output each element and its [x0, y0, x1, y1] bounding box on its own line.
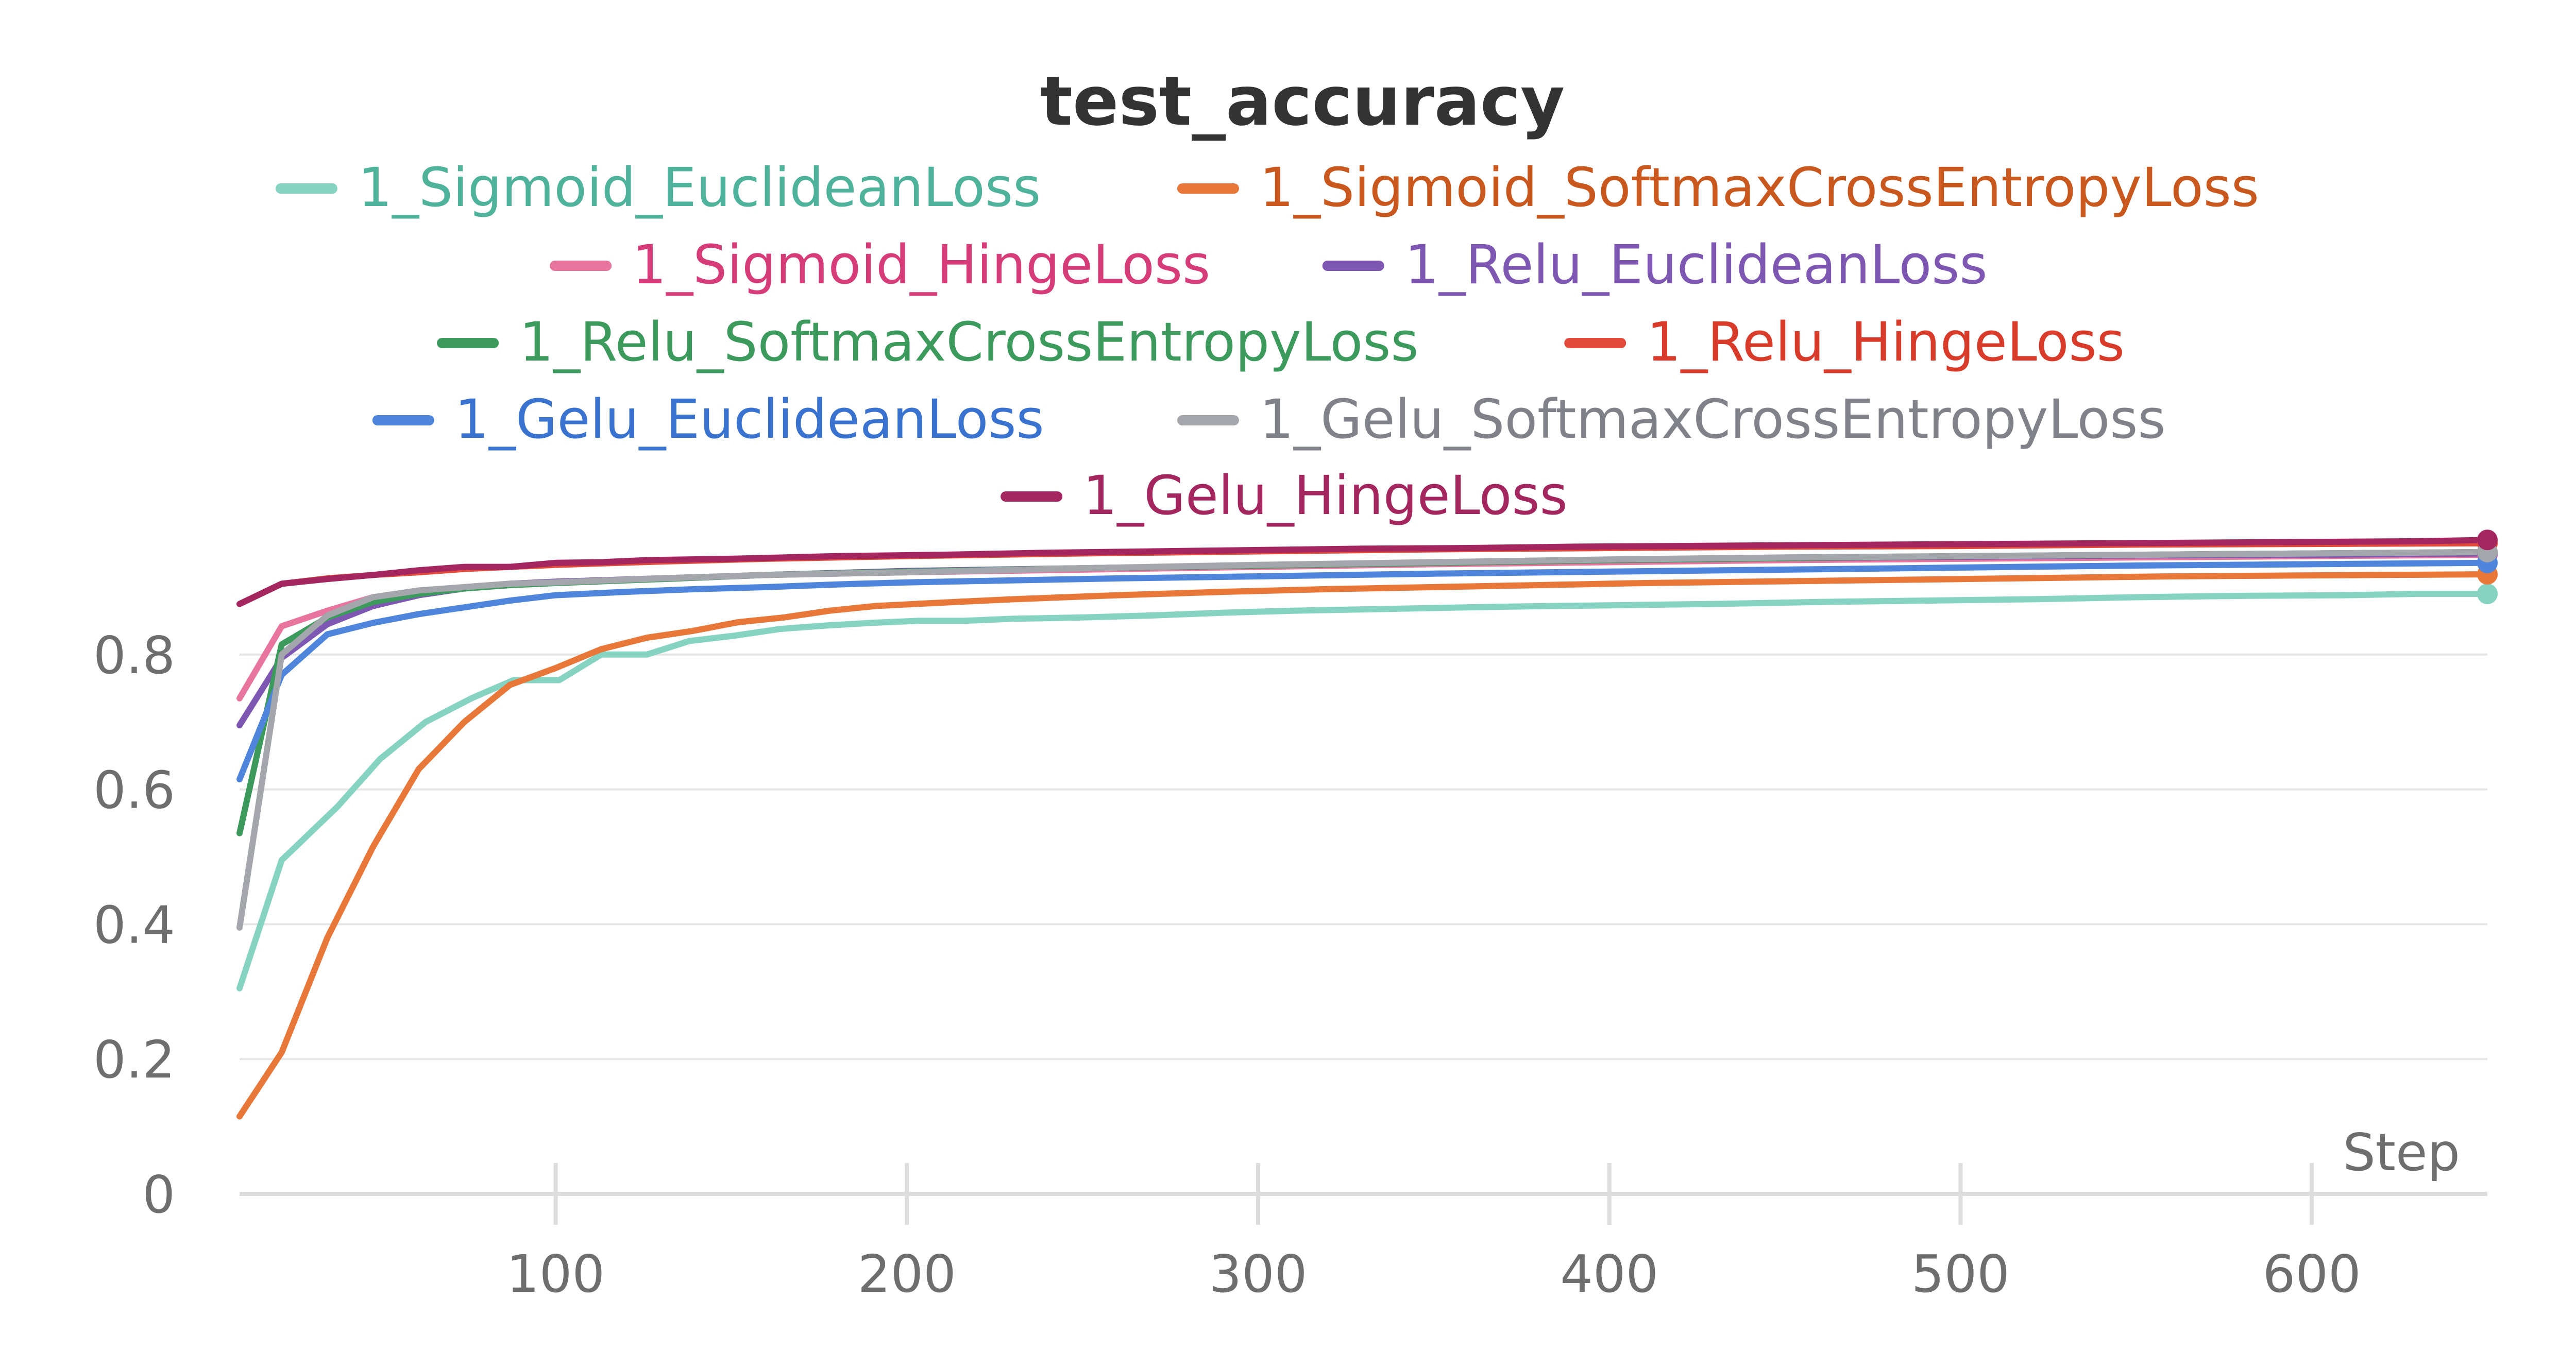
legend-label[interactable]: 1_Gelu_SoftmaxCrossEntropyLoss: [1260, 388, 2166, 451]
grid: [240, 653, 2487, 1061]
legend-label[interactable]: 1_Gelu_EuclideanLoss: [455, 388, 1044, 451]
series-line[interactable]: [236, 591, 2490, 991]
legend-label[interactable]: 1_Sigmoid_HingeLoss: [632, 233, 1210, 296]
legend-label[interactable]: 1_Relu_SoftmaxCrossEntropyLoss: [519, 311, 1419, 373]
axes: 0 0.2 0.4 0.6 0.8 100 200 300 400 500 600 Step: [93, 625, 2487, 1304]
x-tick-label: 400: [1560, 1244, 1658, 1304]
chart-title: test_accuracy: [1040, 62, 1565, 141]
y-tick-label: 0.6: [93, 760, 175, 820]
series-end-marker: [2477, 583, 2498, 604]
x-tick-label: 500: [1911, 1244, 2010, 1304]
x-tick-label: 100: [506, 1244, 605, 1304]
legend: 1_Sigmoid_EuclideanLoss 1_Sigmoid_Softmax…: [275, 156, 2259, 527]
legend-label[interactable]: 1_Sigmoid_SoftmaxCrossEntropyLoss: [1260, 156, 2259, 219]
x-tick-label: 600: [2263, 1244, 2361, 1304]
end-markers: [2477, 529, 2498, 604]
y-tick-label: 0.8: [93, 625, 175, 686]
legend-label[interactable]: 1_Sigmoid_EuclideanLoss: [358, 156, 1041, 219]
series-line[interactable]: [236, 559, 2490, 782]
series-line[interactable]: [236, 549, 2490, 931]
x-tick-label: 300: [1209, 1244, 1308, 1304]
y-tick-label: 0.2: [93, 1030, 175, 1090]
y-tick-label: 0.4: [93, 895, 175, 955]
legend-label[interactable]: 1_Relu_EuclideanLoss: [1405, 233, 1988, 296]
y-tick-label: 0: [142, 1165, 175, 1225]
series-end-marker: [2477, 529, 2498, 551]
legend-label[interactable]: 1_Relu_HingeLoss: [1647, 311, 2125, 373]
x-tick-label: 200: [858, 1244, 956, 1304]
series-line[interactable]: [236, 537, 2490, 607]
series-line[interactable]: [236, 571, 2490, 1120]
legend-label[interactable]: 1_Gelu_HingeLoss: [1083, 464, 1568, 527]
x-axis-label: Step: [2343, 1122, 2460, 1183]
series-lines: [236, 537, 2490, 1120]
